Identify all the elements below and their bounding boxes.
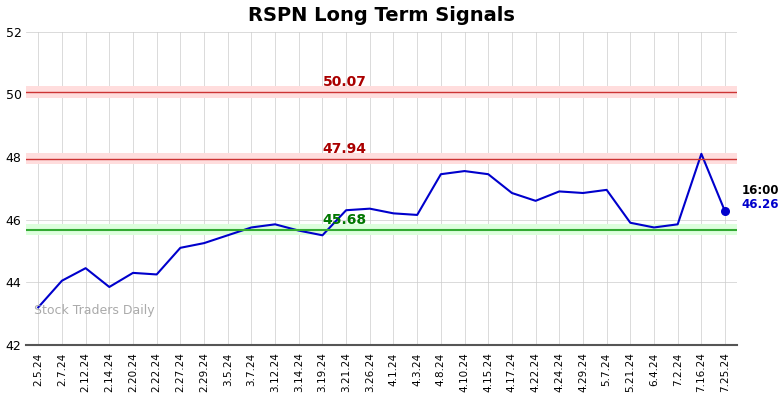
- Bar: [27, 224, 737, 235]
- Bar: [27, 86, 737, 98]
- Text: 45.68: 45.68: [322, 213, 367, 227]
- Text: 47.94: 47.94: [322, 142, 366, 156]
- Text: Stock Traders Daily: Stock Traders Daily: [34, 304, 154, 316]
- Title: RSPN Long Term Signals: RSPN Long Term Signals: [249, 6, 515, 25]
- Text: 16:00: 16:00: [742, 184, 779, 197]
- Bar: [27, 153, 737, 164]
- Text: 50.07: 50.07: [322, 76, 366, 90]
- Text: 46.26: 46.26: [742, 198, 779, 211]
- Point: [719, 208, 731, 215]
